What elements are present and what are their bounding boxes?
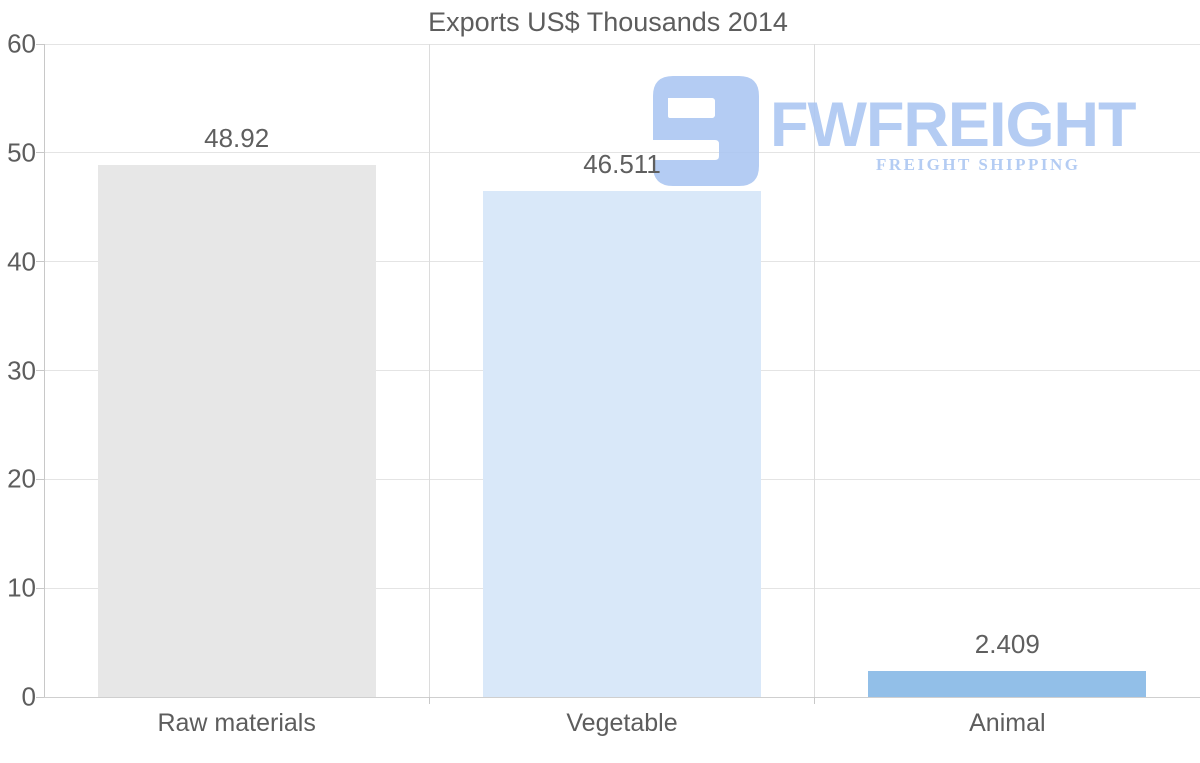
y-tick xyxy=(36,261,44,263)
y-tick xyxy=(36,587,44,589)
category-gridline xyxy=(428,44,430,697)
category-label: Raw materials xyxy=(157,709,316,737)
y-tick xyxy=(36,152,44,154)
y-tick-label: 30 xyxy=(7,355,36,385)
x-tick xyxy=(814,697,816,704)
y-tick-label: 0 xyxy=(21,681,36,712)
bar-value-label: 48.92 xyxy=(204,122,270,153)
chart-title: Exports US$ Thousands 2014 xyxy=(428,7,788,37)
bar xyxy=(97,164,376,697)
category-label: Animal xyxy=(969,709,1046,737)
y-tick-label: 10 xyxy=(7,572,36,603)
y-tick-label: 60 xyxy=(7,28,36,59)
bar-value-label: 46.511 xyxy=(583,148,661,179)
category-label: Vegetable xyxy=(566,709,678,737)
bar xyxy=(868,670,1147,697)
category-gridline xyxy=(814,44,816,697)
watermark-tagline-text: FREIGHT SHIPPING xyxy=(876,155,1081,174)
y-gridline xyxy=(44,43,1200,45)
bar xyxy=(483,190,761,697)
y-tick-label: 20 xyxy=(7,463,36,494)
bar-value-label: 2.409 xyxy=(974,628,1040,659)
y-axis-line xyxy=(43,44,45,697)
y-tick-label: 50 xyxy=(7,137,36,168)
y-tick xyxy=(36,478,44,480)
x-tick xyxy=(428,697,430,704)
y-tick xyxy=(36,696,44,698)
y-gridline xyxy=(44,696,1200,698)
fwfreight-logo-icon xyxy=(653,76,759,186)
y-tick-label: 40 xyxy=(7,246,36,277)
y-tick xyxy=(36,370,44,371)
y-tick xyxy=(36,43,44,45)
watermark-brand-text: FWFREIGHT xyxy=(770,90,1136,160)
y-gridline xyxy=(44,152,1200,154)
